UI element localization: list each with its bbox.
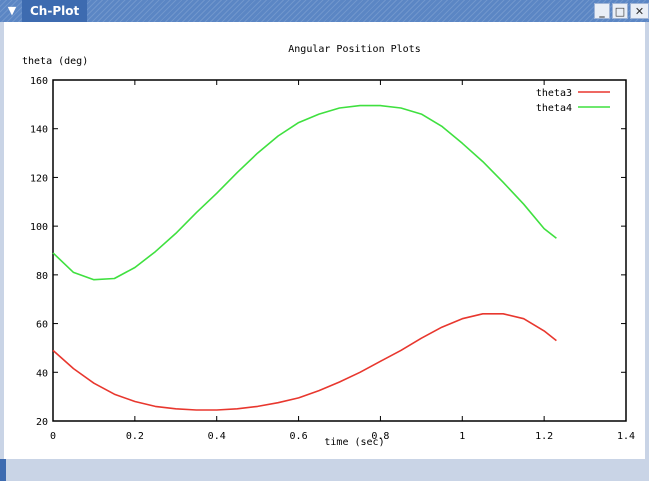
x-tick-label: 1 — [459, 431, 465, 442]
x-tick-label: 0.6 — [290, 431, 308, 442]
y-tick-label: 160 — [30, 76, 48, 87]
minimize-icon[interactable]: _ — [594, 3, 610, 19]
window-frame-left — [0, 22, 4, 481]
window-title: Ch-Plot — [22, 0, 88, 22]
y-tick-label: 80 — [36, 271, 48, 282]
y-tick-label: 100 — [30, 222, 48, 233]
x-axis-label: time (sec) — [324, 437, 384, 448]
x-tick-label: 1.2 — [535, 431, 553, 442]
legend-label-theta4: theta4 — [536, 103, 572, 114]
series-line-theta4 — [52, 104, 557, 281]
chart: Angular Position Plots theta (deg) time (s… — [22, 44, 635, 448]
y-tick-label: 60 — [36, 320, 48, 331]
x-tick-label: 0 — [50, 431, 56, 442]
window-bottom-bar — [0, 459, 649, 481]
maximize-icon[interactable]: □ — [612, 3, 628, 19]
chevron-down-icon[interactable]: ▼ — [7, 4, 17, 17]
x-tick-label: 0.8 — [371, 431, 389, 442]
legend-label-theta3: theta3 — [536, 88, 572, 99]
plot-frame — [52, 79, 627, 422]
bottom-bar-accent — [0, 459, 6, 481]
x-tick-label: 1.4 — [617, 431, 635, 442]
y-tick-label: 140 — [30, 125, 48, 136]
y-axis-label: theta (deg) — [22, 56, 88, 67]
x-tick-label: 0.2 — [126, 431, 144, 442]
chart-title: Angular Position Plots — [288, 44, 420, 55]
close-icon[interactable]: ✕ — [630, 3, 649, 19]
y-tick-label: 40 — [36, 368, 48, 379]
window-titlebar[interactable]: ▼ Ch-Plot _ □ ✕ — [0, 0, 649, 22]
series-line-theta3 — [52, 312, 557, 411]
y-tick-label: 20 — [36, 417, 48, 428]
x-tick-label: 0.4 — [208, 431, 226, 442]
y-tick-label: 120 — [30, 173, 48, 184]
window-frame-right — [645, 22, 649, 481]
